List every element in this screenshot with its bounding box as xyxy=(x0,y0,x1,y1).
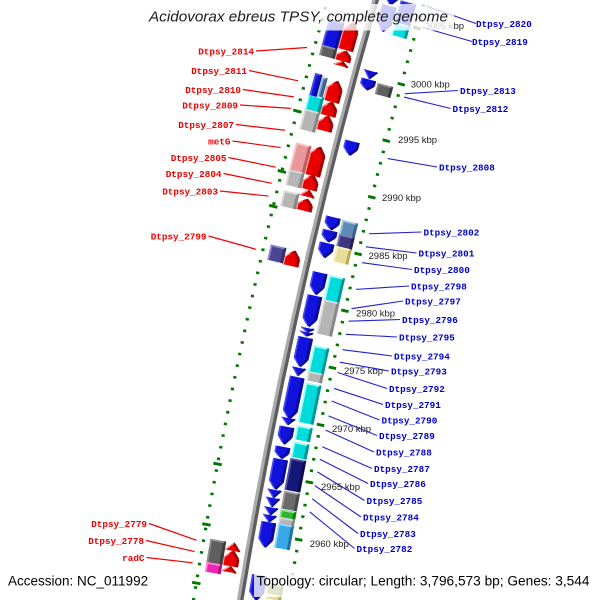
svg-text:Dtpsy_2798: Dtpsy_2798 xyxy=(411,281,467,292)
svg-text:Dtpsy_2788: Dtpsy_2788 xyxy=(376,447,432,458)
svg-text:Dtpsy_2793: Dtpsy_2793 xyxy=(391,366,447,377)
svg-text:radC: radC xyxy=(122,553,145,564)
svg-text:Dtpsy_2819: Dtpsy_2819 xyxy=(472,37,528,48)
svg-text:2985 kbp: 2985 kbp xyxy=(369,251,408,262)
svg-text:Dtpsy_2783: Dtpsy_2783 xyxy=(360,529,416,540)
svg-text:2960 kbp: 2960 kbp xyxy=(310,539,349,550)
svg-text:2980 kbp: 2980 kbp xyxy=(356,309,395,320)
svg-text:Dtpsy_2804: Dtpsy_2804 xyxy=(166,169,222,180)
svg-text:metG: metG xyxy=(208,136,231,147)
svg-text:Dtpsy_2813: Dtpsy_2813 xyxy=(460,86,516,97)
svg-text:Dtpsy_2799: Dtpsy_2799 xyxy=(151,231,207,242)
svg-text:Dtpsy_2779: Dtpsy_2779 xyxy=(91,519,147,530)
svg-text:Dtpsy_2808: Dtpsy_2808 xyxy=(439,162,495,173)
svg-text:2975 kbp: 2975 kbp xyxy=(344,366,383,377)
svg-text:Dtpsy_2811: Dtpsy_2811 xyxy=(191,66,247,77)
svg-text:2965 kbp: 2965 kbp xyxy=(321,482,360,493)
svg-text:Dtpsy_2778: Dtpsy_2778 xyxy=(88,536,144,547)
svg-text:Dtpsy_2803: Dtpsy_2803 xyxy=(162,186,218,197)
svg-text:Dtpsy_2800: Dtpsy_2800 xyxy=(414,265,470,276)
svg-text:Dtpsy_2794: Dtpsy_2794 xyxy=(394,351,450,362)
svg-text:Dtpsy_2812: Dtpsy_2812 xyxy=(453,104,509,115)
svg-text:Dtpsy_2786: Dtpsy_2786 xyxy=(370,479,426,490)
svg-text:2995 kbp: 2995 kbp xyxy=(398,135,437,146)
svg-text:Dtpsy_2790: Dtpsy_2790 xyxy=(382,415,438,426)
svg-text:2970 kbp: 2970 kbp xyxy=(332,424,371,435)
svg-text:Dtpsy_2809: Dtpsy_2809 xyxy=(182,100,238,111)
svg-text:Topology: circular; Length: 3,: Topology: circular; Length: 3,796,573 bp… xyxy=(257,574,590,589)
svg-text:Dtpsy_2820: Dtpsy_2820 xyxy=(476,19,532,30)
svg-text:Dtpsy_2784: Dtpsy_2784 xyxy=(363,512,419,523)
svg-text:Accession: NC_011992: Accession: NC_011992 xyxy=(8,574,148,589)
svg-text:Dtpsy_2796: Dtpsy_2796 xyxy=(402,315,458,326)
svg-text:Dtpsy_2797: Dtpsy_2797 xyxy=(405,296,461,307)
svg-text:Dtpsy_2810: Dtpsy_2810 xyxy=(185,85,241,96)
svg-text:Dtpsy_2791: Dtpsy_2791 xyxy=(385,400,441,411)
svg-text:Dtpsy_2805: Dtpsy_2805 xyxy=(171,153,227,164)
svg-text:Dtpsy_2814: Dtpsy_2814 xyxy=(198,46,254,57)
svg-text:3000 kbp: 3000 kbp xyxy=(411,80,450,91)
svg-text:Acidovorax ebreus TPSY, comple: Acidovorax ebreus TPSY, complete genome xyxy=(148,9,448,26)
svg-text:2990 kbp: 2990 kbp xyxy=(382,193,421,204)
svg-text:Dtpsy_2787: Dtpsy_2787 xyxy=(374,464,430,475)
svg-text:Dtpsy_2785: Dtpsy_2785 xyxy=(367,496,423,507)
svg-text:Dtpsy_2792: Dtpsy_2792 xyxy=(389,384,445,395)
svg-text:Dtpsy_2782: Dtpsy_2782 xyxy=(357,544,413,555)
svg-text:Dtpsy_2795: Dtpsy_2795 xyxy=(399,332,455,343)
svg-text:Dtpsy_2802: Dtpsy_2802 xyxy=(424,227,480,238)
svg-text:Dtpsy_2801: Dtpsy_2801 xyxy=(419,248,475,259)
svg-text:Dtpsy_2789: Dtpsy_2789 xyxy=(379,431,435,442)
svg-text:Dtpsy_2807: Dtpsy_2807 xyxy=(178,120,234,131)
